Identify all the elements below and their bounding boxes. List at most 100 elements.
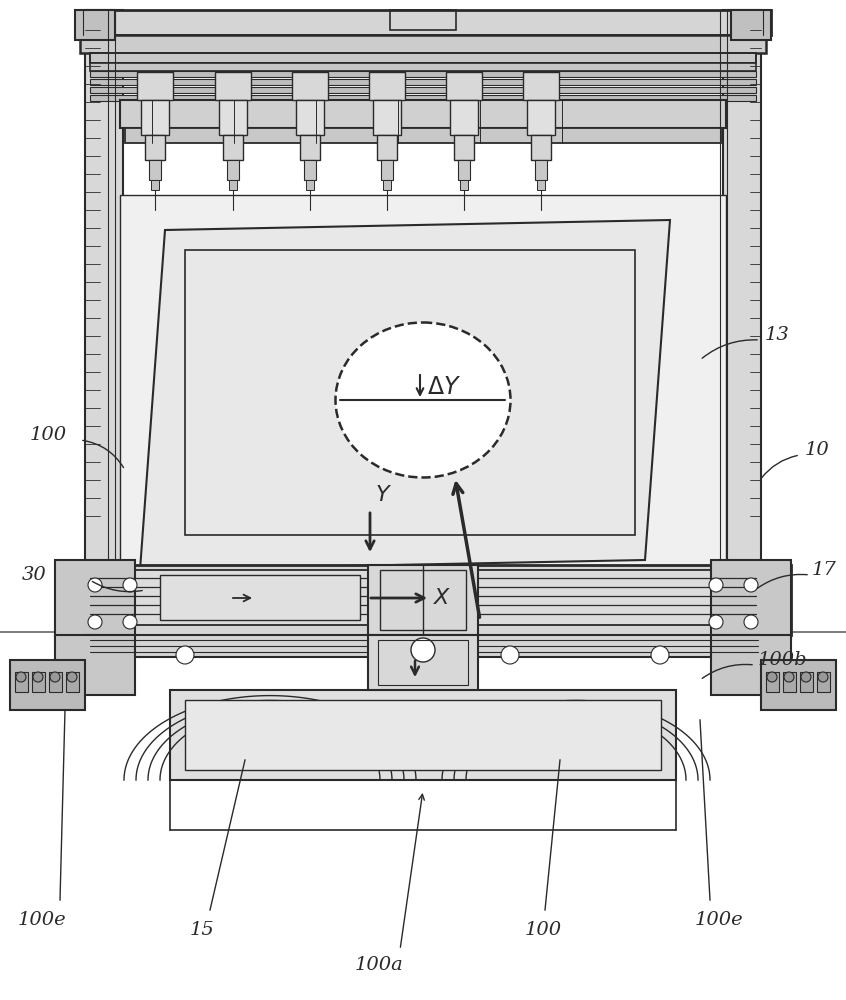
Circle shape <box>501 646 519 664</box>
Bar <box>817 672 830 692</box>
Text: $\mathit{X}$: $\mathit{X}$ <box>433 587 452 609</box>
Bar <box>15 672 28 692</box>
Bar <box>446 72 482 100</box>
Bar <box>296 100 324 135</box>
Bar <box>531 135 551 160</box>
Circle shape <box>784 672 794 682</box>
Bar <box>49 672 62 692</box>
Bar <box>368 635 478 690</box>
Bar <box>300 135 320 160</box>
Bar <box>523 72 559 100</box>
Bar <box>32 672 45 692</box>
Text: 15: 15 <box>190 921 215 939</box>
Polygon shape <box>140 220 670 570</box>
Bar <box>304 160 316 180</box>
Text: 100e: 100e <box>18 911 67 929</box>
Circle shape <box>767 672 777 682</box>
Bar <box>66 672 79 692</box>
Bar <box>55 635 135 695</box>
Bar <box>125 128 721 143</box>
Circle shape <box>50 672 60 682</box>
Circle shape <box>176 646 194 664</box>
Text: 10: 10 <box>805 441 830 459</box>
Bar <box>766 672 779 692</box>
Circle shape <box>16 672 26 682</box>
Bar <box>90 71 756 77</box>
Bar <box>120 100 726 128</box>
Bar <box>800 672 813 692</box>
Bar <box>85 570 761 625</box>
Text: $\mathit{\Delta Y}$: $\mathit{\Delta Y}$ <box>427 376 461 399</box>
Circle shape <box>123 615 137 629</box>
Bar <box>90 53 756 63</box>
Bar <box>783 672 796 692</box>
Bar <box>731 10 771 40</box>
Bar <box>55 565 791 635</box>
Bar <box>75 10 115 40</box>
Bar <box>219 100 247 135</box>
Bar <box>380 570 466 630</box>
Text: 17: 17 <box>812 561 837 579</box>
Circle shape <box>123 578 137 592</box>
Bar <box>383 180 391 190</box>
Bar <box>535 160 547 180</box>
Bar <box>377 135 397 160</box>
Bar <box>90 63 756 71</box>
Bar <box>90 95 756 101</box>
Bar <box>454 135 474 160</box>
Text: $\mathit{Y}$: $\mathit{Y}$ <box>375 484 392 506</box>
Bar <box>55 560 135 640</box>
Text: 100a: 100a <box>355 956 404 974</box>
Text: 100b: 100b <box>758 651 808 669</box>
Circle shape <box>88 578 102 592</box>
Bar <box>373 100 401 135</box>
Circle shape <box>709 615 723 629</box>
Circle shape <box>33 672 43 682</box>
Bar <box>80 35 766 53</box>
Bar <box>75 10 771 35</box>
Text: 100: 100 <box>525 921 562 939</box>
Text: 13: 13 <box>765 326 790 344</box>
Bar <box>227 160 239 180</box>
Bar <box>711 635 791 695</box>
Bar <box>151 180 159 190</box>
Bar <box>306 180 314 190</box>
Bar <box>10 660 85 710</box>
Bar <box>369 72 405 100</box>
Text: 100: 100 <box>30 426 67 444</box>
Circle shape <box>67 672 77 682</box>
Text: 100e: 100e <box>695 911 744 929</box>
Bar <box>141 100 169 135</box>
Circle shape <box>411 638 435 662</box>
Bar <box>85 10 123 570</box>
Bar <box>458 160 470 180</box>
Bar <box>460 180 468 190</box>
Bar <box>527 100 555 135</box>
Circle shape <box>818 672 828 682</box>
Circle shape <box>88 615 102 629</box>
Bar <box>90 79 756 85</box>
Bar <box>90 87 756 93</box>
Bar <box>120 195 726 575</box>
Bar <box>711 560 791 640</box>
Bar <box>537 180 545 190</box>
Ellipse shape <box>336 322 510 478</box>
Bar <box>381 160 393 180</box>
Circle shape <box>744 615 758 629</box>
Bar <box>761 660 836 710</box>
Bar <box>137 72 173 100</box>
Bar <box>149 160 161 180</box>
Bar <box>215 72 251 100</box>
Circle shape <box>651 646 669 664</box>
Bar <box>145 135 165 160</box>
Bar <box>450 100 478 135</box>
Bar <box>378 640 468 685</box>
Bar <box>223 135 243 160</box>
Bar <box>229 180 237 190</box>
Bar <box>292 72 328 100</box>
Bar <box>368 565 478 635</box>
Circle shape <box>801 672 811 682</box>
Bar <box>723 10 761 570</box>
Bar <box>85 635 761 657</box>
Text: 30: 30 <box>22 566 47 584</box>
